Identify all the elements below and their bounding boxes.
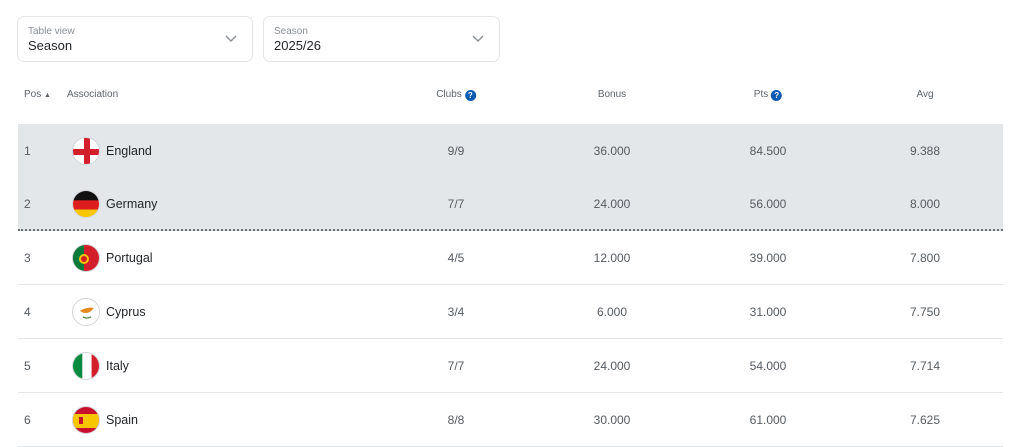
spain-flag-icon bbox=[72, 405, 100, 434]
position: 3 bbox=[24, 250, 31, 265]
header-bonus[interactable]: Bonus bbox=[597, 89, 627, 100]
clubs-value: 4/5 bbox=[447, 250, 465, 265]
bonus-value: 36.000 bbox=[593, 143, 631, 158]
table-row[interactable]: 1 England 9/9 36.000 84.500 9.388 bbox=[18, 124, 1003, 178]
clubs-value: 8/8 bbox=[447, 412, 465, 427]
bonus-value: 6.000 bbox=[596, 304, 628, 319]
association-name[interactable]: Portugal bbox=[106, 250, 153, 265]
table-row[interactable]: 3 Portugal 4/5 12.000 39.000 7.800 bbox=[18, 231, 1003, 285]
table-view-value: Season bbox=[28, 38, 73, 53]
clubs-value: 3/4 bbox=[447, 304, 465, 319]
position: 6 bbox=[24, 412, 31, 427]
association-name[interactable]: Italy bbox=[106, 358, 129, 373]
avg-value: 7.714 bbox=[909, 358, 941, 373]
position: 1 bbox=[24, 143, 31, 158]
italy-flag-icon bbox=[72, 351, 100, 380]
table-row[interactable]: 4 Cyprus 3/4 6.000 31.000 7.750 bbox=[18, 285, 1003, 339]
chevron-down-icon bbox=[225, 35, 237, 42]
bonus-value: 12.000 bbox=[593, 250, 631, 265]
pts-value: 54.000 bbox=[749, 358, 787, 373]
header-avg[interactable]: Avg bbox=[916, 89, 934, 100]
bonus-value: 24.000 bbox=[593, 358, 631, 373]
table-view-select[interactable]: Table view Season bbox=[17, 16, 253, 62]
germany-flag-icon bbox=[72, 189, 100, 218]
portugal-flag-icon bbox=[72, 243, 100, 272]
header-association[interactable]: Association bbox=[67, 89, 119, 100]
pts-value: 31.000 bbox=[749, 304, 787, 319]
position: 4 bbox=[24, 304, 31, 319]
association-name[interactable]: Cyprus bbox=[106, 304, 146, 319]
avg-value: 7.800 bbox=[909, 250, 941, 265]
bonus-value: 30.000 bbox=[593, 412, 631, 427]
table-view-label: Table view bbox=[28, 26, 75, 37]
avg-value: 9.388 bbox=[909, 143, 941, 158]
position: 5 bbox=[24, 358, 31, 373]
help-icon[interactable]: ? bbox=[464, 90, 476, 101]
clubs-value: 9/9 bbox=[447, 143, 465, 158]
avg-value: 8.000 bbox=[909, 196, 941, 211]
header-pts[interactable]: Pts? bbox=[754, 89, 783, 101]
pts-value: 39.000 bbox=[749, 250, 787, 265]
avg-value: 7.625 bbox=[909, 412, 941, 427]
cyprus-flag-icon bbox=[72, 297, 100, 326]
table-row[interactable]: 5 Italy 7/7 24.000 54.000 7.714 bbox=[18, 339, 1003, 393]
season-label: Season bbox=[274, 26, 308, 37]
header-pos[interactable]: Pos ▲ bbox=[24, 89, 51, 100]
help-icon[interactable]: ? bbox=[771, 90, 783, 101]
association-name[interactable]: Germany bbox=[106, 196, 158, 211]
england-flag-icon bbox=[72, 136, 100, 165]
avg-value: 7.750 bbox=[909, 304, 941, 319]
chevron-down-icon bbox=[472, 35, 484, 42]
position: 2 bbox=[24, 196, 31, 211]
qualification-divider bbox=[18, 229, 1003, 231]
pts-value: 84.500 bbox=[749, 143, 787, 158]
table-row[interactable]: 2 Germany 7/7 24.000 56.000 8.000 bbox=[18, 177, 1003, 231]
pts-value: 56.000 bbox=[749, 196, 787, 211]
header-clubs[interactable]: Clubs? bbox=[436, 89, 476, 101]
clubs-value: 7/7 bbox=[447, 196, 465, 211]
clubs-value: 7/7 bbox=[447, 358, 465, 373]
season-value: 2025/26 bbox=[274, 38, 321, 53]
sort-ascending-icon: ▲ bbox=[44, 92, 51, 99]
bonus-value: 24.000 bbox=[593, 196, 631, 211]
association-name[interactable]: England bbox=[106, 143, 152, 158]
pts-value: 61.000 bbox=[749, 412, 787, 427]
association-name[interactable]: Spain bbox=[106, 412, 138, 427]
season-select[interactable]: Season 2025/26 bbox=[263, 16, 500, 62]
